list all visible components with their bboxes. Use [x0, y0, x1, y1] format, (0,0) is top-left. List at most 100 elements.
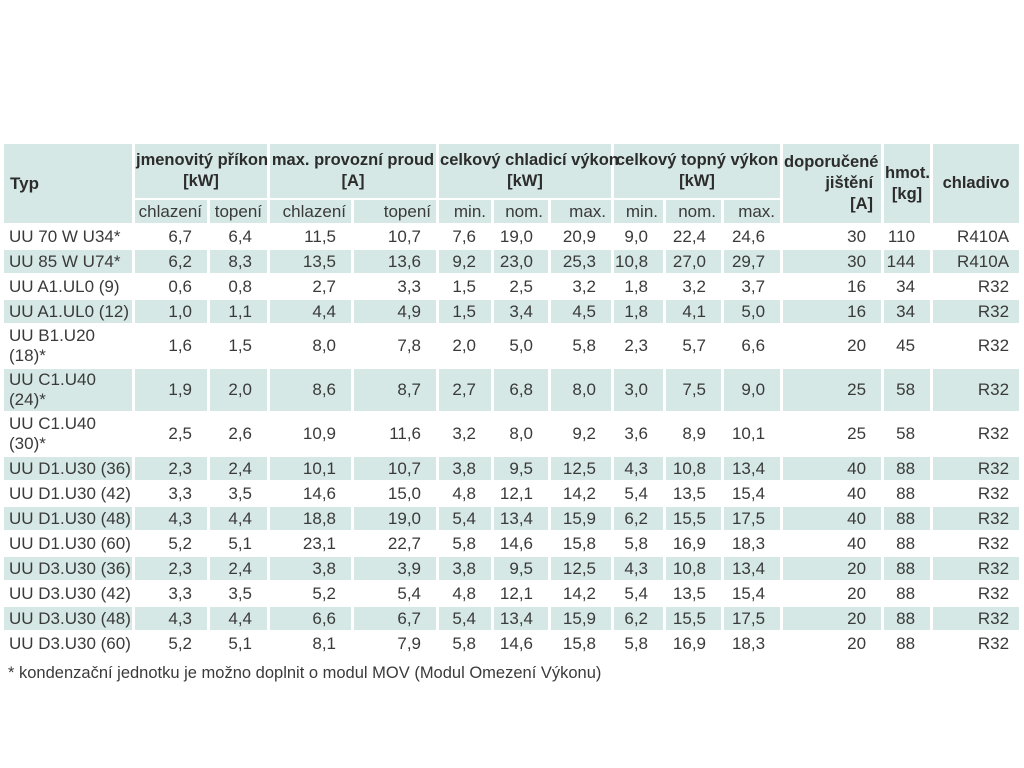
type-cell: UU D1.U30 (48) — [4, 507, 132, 530]
value-cell: 40 — [783, 532, 882, 555]
value-cell: 1,6 — [135, 325, 207, 367]
value-cell: 22,7 — [354, 532, 437, 555]
table-row: UU D1.U30 (48) 4,3 4,4 18,8 19,0 5,4 13,4 15,9 6… — [4, 507, 1020, 530]
value-cell: 25 — [783, 413, 882, 455]
value-cell: 0,6 — [135, 275, 207, 298]
value-cell: 88 — [884, 632, 931, 655]
value-cell: 2,4 — [210, 457, 267, 480]
value-cell: 8,6 — [270, 369, 351, 411]
value-cell: 7,6 — [439, 225, 492, 248]
group-unit: [A] — [341, 172, 365, 190]
column-header-weight: hmot. [kg] — [884, 144, 931, 223]
value-cell: 17,5 — [724, 607, 781, 630]
value-cell: 18,8 — [270, 507, 351, 530]
value-cell: 4,3 — [135, 507, 207, 530]
value-cell: 34 — [884, 300, 931, 323]
value-cell: R32 — [933, 300, 1020, 323]
value-cell: R32 — [933, 325, 1020, 367]
value-cell: 15,5 — [666, 507, 722, 530]
value-cell: 40 — [783, 482, 882, 505]
value-cell: 88 — [884, 557, 931, 580]
value-cell: 25,3 — [551, 250, 612, 273]
value-cell: 13,5 — [666, 582, 722, 605]
value-cell: 30 — [783, 225, 882, 248]
value-cell: 15,9 — [551, 607, 612, 630]
value-cell: 17,5 — [724, 507, 781, 530]
value-cell: 4,5 — [551, 300, 612, 323]
value-cell: 5,2 — [135, 532, 207, 555]
column-header-refrigerant: chladivo — [933, 144, 1020, 223]
value-cell: 4,3 — [135, 607, 207, 630]
value-cell: 20 — [783, 557, 882, 580]
value-cell: 10,9 — [270, 413, 351, 455]
value-cell: 6,2 — [614, 607, 664, 630]
value-cell: 8,3 — [210, 250, 267, 273]
subheader-cooling: chlazení — [135, 200, 207, 223]
type-cell: UU 70 W U34* — [4, 225, 132, 248]
value-cell: R32 — [933, 457, 1020, 480]
value-cell: 3,0 — [614, 369, 664, 411]
value-cell: 4,8 — [439, 482, 492, 505]
value-cell: R32 — [933, 632, 1020, 655]
type-cell: UU A1.UL0 (9) — [4, 275, 132, 298]
value-cell: 5,8 — [439, 632, 492, 655]
value-cell: 2,0 — [439, 325, 492, 367]
value-cell: 5,7 — [666, 325, 722, 367]
value-cell: 9,2 — [439, 250, 492, 273]
value-cell: 30 — [783, 250, 882, 273]
value-cell: 2,3 — [135, 557, 207, 580]
group-unit: [kW] — [507, 172, 543, 190]
group-header-input-power: jmenovitý příkon [kW] — [135, 144, 268, 198]
value-cell: 3,5 — [210, 582, 267, 605]
value-cell: 16,9 — [666, 632, 722, 655]
table-row: UU A1.UL0 (9) 0,6 0,8 2,7 3,3 1,5 2,5 3,2 1,8 3,2… — [4, 275, 1020, 298]
value-cell: 15,8 — [551, 532, 612, 555]
type-cell: UU D3.U30 (36) — [4, 557, 132, 580]
value-cell: 10,1 — [270, 457, 351, 480]
value-cell: 13,4 — [724, 457, 781, 480]
group-header-cooling-capacity: celkový chladicí výkon [kW] — [439, 144, 619, 198]
value-cell: 9,5 — [494, 557, 549, 580]
value-cell: 10,8 — [614, 250, 664, 273]
header-group-row: Typ jmenovitý příkon [kW] max. provozní … — [4, 144, 1020, 223]
weight-unit: [kg] — [891, 184, 923, 203]
type-cell: UU D1.U30 (36) — [4, 457, 132, 480]
value-cell: 4,1 — [666, 300, 722, 323]
value-cell: 3,2 — [439, 413, 492, 455]
value-cell: 1,9 — [135, 369, 207, 411]
value-cell: 5,4 — [439, 607, 492, 630]
value-cell: 8,1 — [270, 632, 351, 655]
value-cell: 6,6 — [270, 607, 351, 630]
value-cell: 15,4 — [724, 582, 781, 605]
value-cell: 1,8 — [614, 300, 664, 323]
group-unit: [kW] — [183, 172, 219, 190]
value-cell: 34 — [884, 275, 931, 298]
footnote: * kondenzační jednotku je možno doplnit … — [8, 664, 602, 682]
group-label: max. provozní proud — [271, 151, 435, 169]
value-cell: 6,4 — [210, 225, 267, 248]
value-cell: R32 — [933, 482, 1020, 505]
value-cell: 5,0 — [724, 300, 781, 323]
value-cell: 12,1 — [494, 582, 549, 605]
value-cell: 5,1 — [210, 532, 267, 555]
subheader-max: max. — [724, 200, 781, 223]
value-cell: 8,0 — [494, 413, 549, 455]
value-cell: 3,7 — [724, 275, 781, 298]
value-cell: 5,4 — [439, 507, 492, 530]
value-cell: 10,8 — [666, 557, 722, 580]
value-cell: 1,0 — [135, 300, 207, 323]
type-cell: UU D3.U30 (60) — [4, 632, 132, 655]
value-cell: 88 — [884, 532, 931, 555]
value-cell: 20 — [783, 607, 882, 630]
value-cell: R32 — [933, 557, 1020, 580]
value-cell: 2,0 — [210, 369, 267, 411]
value-cell: 10,7 — [354, 225, 437, 248]
value-cell: 8,7 — [354, 369, 437, 411]
type-cell: UU B1.U20 (18)* — [4, 325, 132, 367]
value-cell: 22,4 — [666, 225, 722, 248]
subheader-nom: nom. — [666, 200, 722, 223]
table-row: UU D1.U30 (60) 5,2 5,1 23,1 22,7 5,8 14,6 15,8 5… — [4, 532, 1020, 555]
value-cell: 3,2 — [551, 275, 612, 298]
value-cell: 11,6 — [354, 413, 437, 455]
